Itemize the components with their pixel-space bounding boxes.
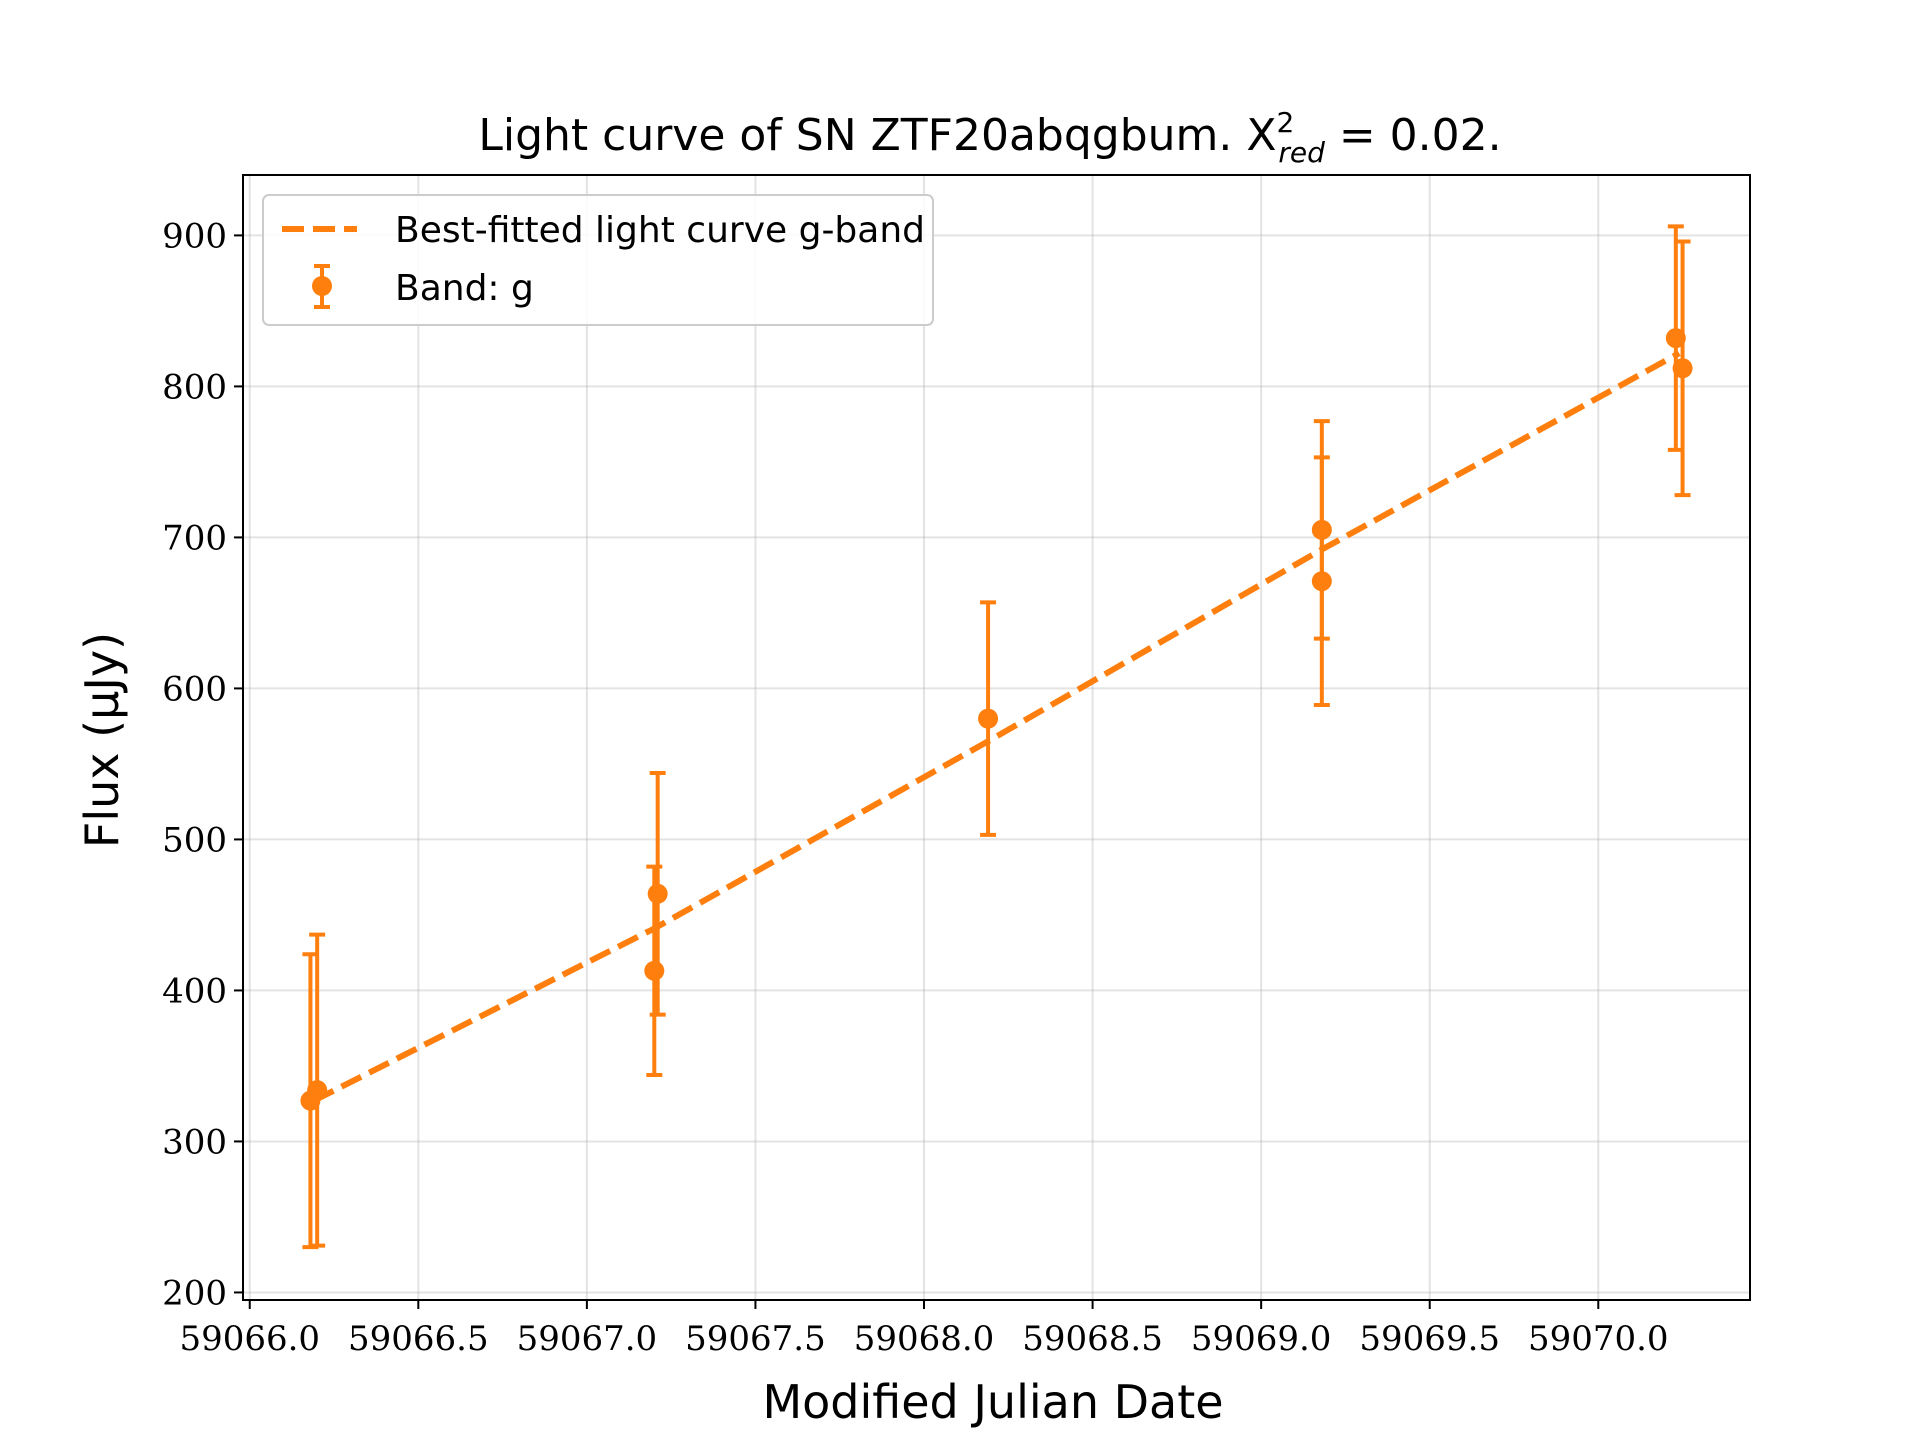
legend-label-fit: Best-fitted light curve g-band bbox=[395, 210, 925, 251]
chart-title-sub: red bbox=[1278, 136, 1325, 169]
data-point-g-band bbox=[644, 960, 665, 981]
grid bbox=[243, 175, 1750, 1300]
y-tick-label: 500 bbox=[162, 820, 227, 860]
x-tick-label: 59067.0 bbox=[517, 1319, 658, 1359]
data-point-g-band bbox=[647, 883, 668, 904]
y-tick-label: 300 bbox=[162, 1122, 227, 1162]
y-tick-label: 600 bbox=[162, 669, 227, 709]
legend-label-band: Band: g bbox=[395, 268, 534, 309]
legend-box bbox=[262, 194, 934, 326]
y-tick-label: 900 bbox=[162, 216, 227, 256]
chart-title-suffix: = 0.02. bbox=[1325, 110, 1502, 161]
chart-title-sup: 2 bbox=[1277, 106, 1295, 139]
x-tick-label: 59068.5 bbox=[1022, 1319, 1163, 1359]
x-tick-label: 59066.5 bbox=[348, 1319, 489, 1359]
x-tick-label: 59067.5 bbox=[685, 1319, 826, 1359]
x-tick-label: 59068.0 bbox=[854, 1319, 995, 1359]
y-axis-label: Flux (μJy) bbox=[75, 632, 129, 848]
y-tick-label: 400 bbox=[162, 971, 227, 1011]
axis-ticks: 59066.0 59066.5 59067.0 59067.5 59068.0 59068… bbox=[162, 216, 1668, 1359]
legend: Best-fitted light curve g-band Band: g bbox=[262, 194, 934, 326]
plot-data bbox=[300, 224, 1693, 1250]
legend-marker bbox=[312, 276, 332, 296]
chart-title: Light curve of SN ZTF20abqgbum. X2 red = … bbox=[478, 106, 1501, 169]
x-tick-label: 59069.5 bbox=[1359, 1319, 1500, 1359]
x-tick-label: 59069.0 bbox=[1191, 1319, 1332, 1359]
data-point-g-band bbox=[1311, 571, 1332, 592]
data-point-g-band bbox=[1672, 358, 1693, 379]
y-tick-label: 200 bbox=[162, 1273, 227, 1313]
data-point-g-band bbox=[978, 708, 999, 729]
x-axis-label: Modified Julian Date bbox=[762, 1375, 1223, 1429]
y-tick-label: 800 bbox=[162, 367, 227, 407]
plot-frame bbox=[242, 174, 1751, 1301]
data-point-g-band bbox=[307, 1080, 328, 1101]
x-tick-label: 59066.0 bbox=[179, 1319, 320, 1359]
x-tick-label: 59070.0 bbox=[1528, 1319, 1669, 1359]
y-tick-label: 700 bbox=[162, 518, 227, 558]
